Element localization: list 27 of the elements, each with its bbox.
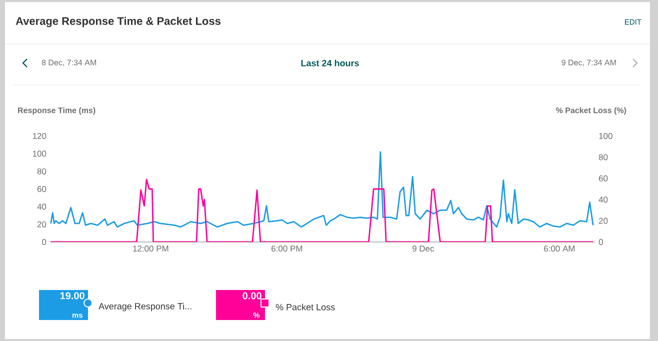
text: 0.00 <box>242 292 262 300</box>
y2-tick-label: 100 <box>599 133 612 140</box>
text: 19.00 <box>60 292 84 300</box>
x-tick-label: 12:00 PM <box>133 246 168 252</box>
y-tick-label: 120 <box>32 133 46 140</box>
y2-tick-label: 80 <box>598 154 608 160</box>
text: Last 24 hours <box>301 60 359 66</box>
y-tick-label: 20 <box>37 221 46 228</box>
text: 9 Dec, 7:34 AM <box>562 60 616 66</box>
y-tick-label: 40 <box>37 204 46 210</box>
y2-tick-label: 20 <box>598 218 608 224</box>
y-tick-label: 0 <box>42 239 46 246</box>
y-tick-label: 60 <box>37 186 46 192</box>
y2-tick-label: 60 <box>598 175 608 182</box>
legend-label: % Packet Loss <box>276 304 335 310</box>
legend-label: Average Response Ti... <box>98 302 192 312</box>
x-tick-label: 6:00 AM <box>544 246 575 252</box>
text: 8 Dec, 7:34 AM <box>42 60 96 66</box>
x-tick-label: 6:00 PM <box>272 246 302 252</box>
y2-tick-label: 40 <box>598 196 608 203</box>
y2-tick-label: 0 <box>598 239 603 246</box>
y-tick-label: 80 <box>37 168 46 174</box>
y-tick-label: 100 <box>32 150 46 157</box>
x-tick-label: 9 Dec <box>412 246 434 252</box>
y2-axis-title: % Packet Loss (%) <box>556 107 626 115</box>
chart-title: Average Response Time & Packet Loss <box>16 16 220 28</box>
y-axis-title: Response Time (ms) <box>18 107 96 115</box>
